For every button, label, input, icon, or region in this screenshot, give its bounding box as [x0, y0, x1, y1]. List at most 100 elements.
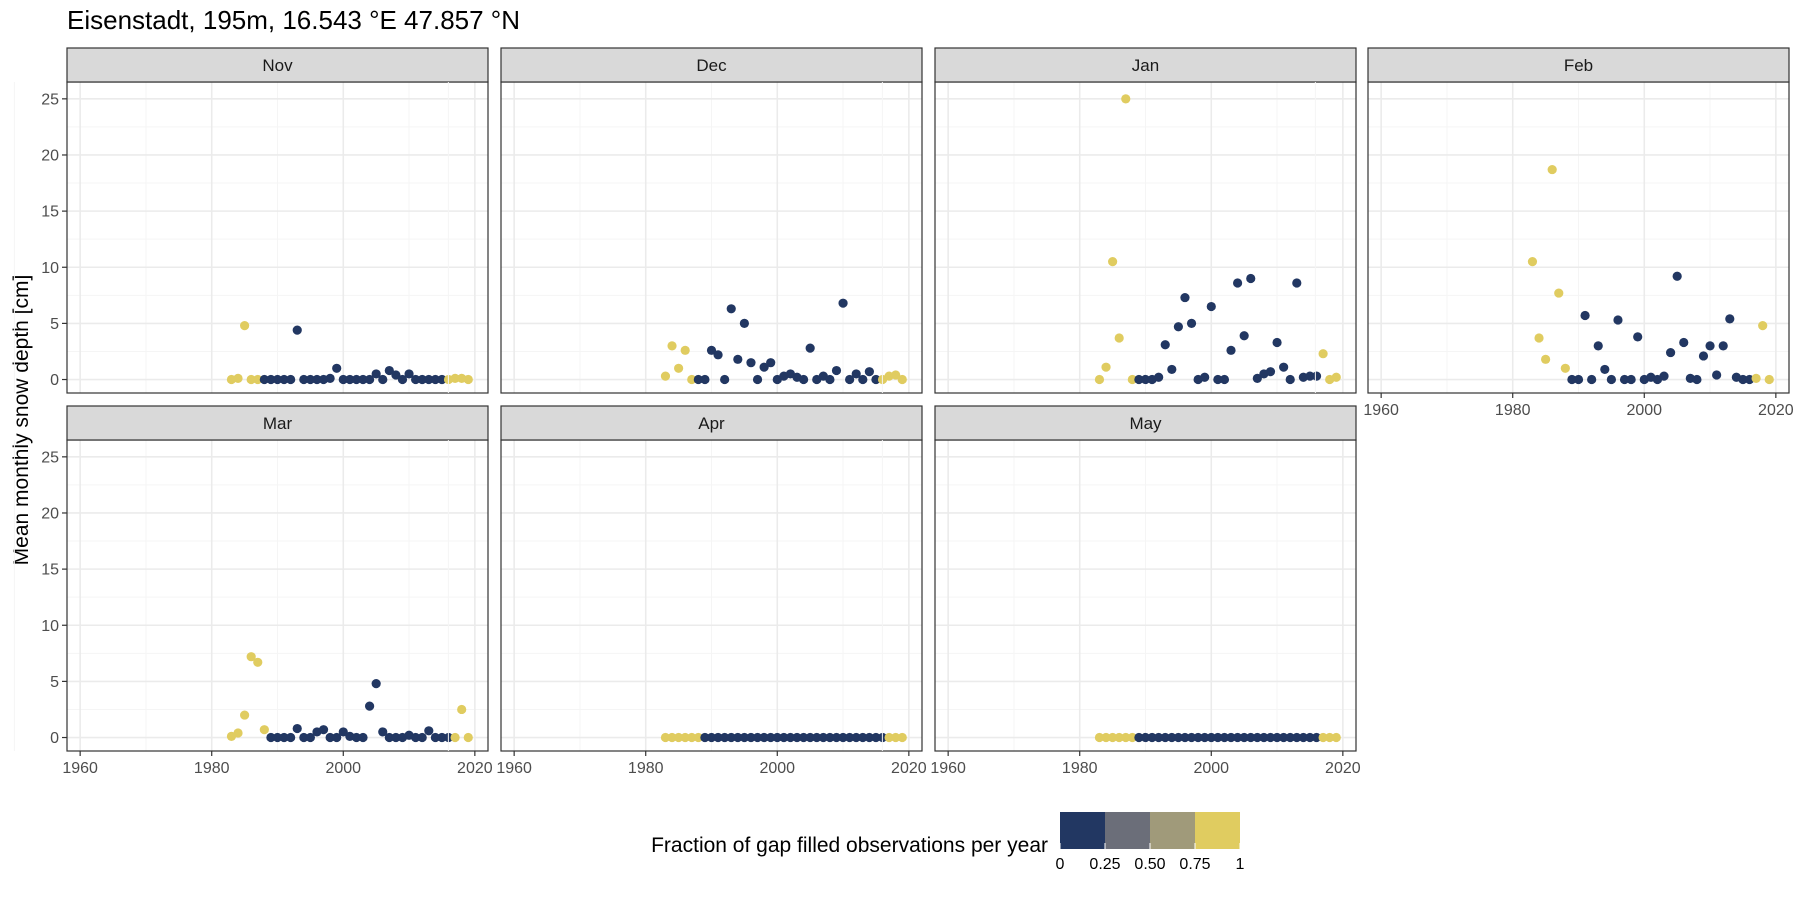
chart-title: Eisenstadt, 195m, 16.543 °E 47.857 °N — [67, 5, 520, 35]
data-point — [1186, 318, 1197, 328]
data-point — [286, 374, 296, 385]
data-point — [1285, 732, 1295, 743]
data-point — [1200, 372, 1210, 382]
data-point — [1108, 732, 1118, 743]
facet-strip — [66, 405, 489, 441]
data-point — [1160, 340, 1170, 350]
data-point — [1279, 732, 1289, 743]
data-point — [1173, 322, 1183, 332]
data-point — [1751, 373, 1761, 384]
y-tick-label: 25 — [41, 449, 59, 466]
data-point — [305, 732, 315, 743]
data-point — [825, 732, 835, 743]
data-point — [700, 732, 710, 743]
legend: Fraction of gap filled observations per … — [651, 812, 1245, 873]
data-point — [1580, 310, 1590, 321]
data-point — [358, 732, 368, 743]
data-point — [1167, 732, 1177, 743]
data-point — [1541, 354, 1551, 364]
data-point — [1305, 371, 1315, 381]
data-point — [463, 732, 473, 743]
facet-strip — [934, 47, 1357, 83]
legend-colorbar: 0 0.25 0.50 0.75 1 — [1056, 812, 1245, 873]
facet-strip-label: Feb — [1564, 56, 1593, 75]
facet-strip-label: Nov — [262, 56, 293, 75]
data-point — [1554, 288, 1564, 298]
data-point — [845, 732, 855, 743]
data-point — [1573, 374, 1584, 385]
data-point — [1140, 732, 1151, 743]
data-point — [1305, 732, 1315, 743]
data-point — [1318, 349, 1328, 359]
data-point — [1626, 374, 1636, 385]
facet-strip-label: Jan — [1132, 56, 1159, 75]
data-point — [437, 374, 447, 385]
data-point — [1534, 333, 1544, 343]
data-point — [858, 374, 868, 385]
data-point — [739, 732, 749, 743]
data-point — [831, 732, 842, 743]
x-tick-label: 1960 — [1363, 402, 1399, 419]
legend-tick-label: 0.75 — [1179, 856, 1210, 873]
x-tick-label: 2000 — [1193, 760, 1229, 777]
data-point — [430, 732, 440, 743]
x-tick-label: 1980 — [194, 760, 230, 777]
data-point — [266, 374, 276, 385]
data-point — [1186, 732, 1197, 743]
data-point — [1101, 362, 1111, 372]
data-point — [1259, 732, 1269, 743]
data-point — [299, 732, 309, 743]
data-point — [266, 732, 276, 743]
data-point — [358, 374, 368, 385]
data-point — [871, 374, 881, 385]
x-tick-label: 1960 — [62, 760, 98, 777]
data-point — [667, 341, 677, 351]
facet-panel-dec: Dec — [447, 47, 923, 394]
data-point — [838, 298, 848, 308]
data-point — [1705, 341, 1715, 351]
data-point — [759, 732, 769, 743]
data-point — [805, 732, 815, 743]
y-axis-label: Mean monthly snow depth [cm] — [10, 275, 33, 566]
data-point — [1101, 732, 1111, 743]
data-point — [292, 723, 302, 734]
data-point — [1121, 732, 1131, 743]
data-point — [1672, 271, 1682, 281]
x-tick-label: 2020 — [891, 760, 927, 777]
data-point — [687, 374, 697, 385]
data-point — [871, 732, 881, 743]
data-point — [700, 374, 710, 385]
legend-tick-label: 0 — [1056, 856, 1065, 873]
data-point — [246, 374, 256, 385]
data-point — [325, 732, 335, 743]
data-point — [1219, 732, 1230, 743]
data-point — [1567, 374, 1577, 385]
data-point — [766, 732, 776, 743]
data-point — [713, 732, 723, 743]
data-point — [838, 732, 848, 743]
data-point — [450, 732, 460, 743]
data-point — [1114, 732, 1124, 743]
data-point — [1613, 315, 1623, 325]
data-point — [292, 325, 302, 335]
data-point — [792, 732, 802, 743]
data-point — [457, 704, 467, 715]
facet-panel-jan: Jan — [881, 47, 1357, 394]
data-point — [1265, 367, 1276, 377]
data-point — [364, 701, 375, 711]
facet-strip — [66, 47, 489, 83]
facet-strip-label: Mar — [263, 414, 293, 433]
data-point — [1292, 732, 1302, 743]
data-point — [1232, 278, 1243, 288]
data-point — [1134, 374, 1144, 385]
data-point — [1094, 374, 1105, 385]
data-point — [364, 374, 375, 385]
data-point — [1213, 374, 1223, 385]
data-point — [1127, 732, 1137, 743]
data-point — [1298, 732, 1308, 743]
x-tick-label: 2000 — [325, 760, 361, 777]
data-point — [1239, 331, 1249, 341]
legend-color-segment — [1105, 812, 1150, 849]
